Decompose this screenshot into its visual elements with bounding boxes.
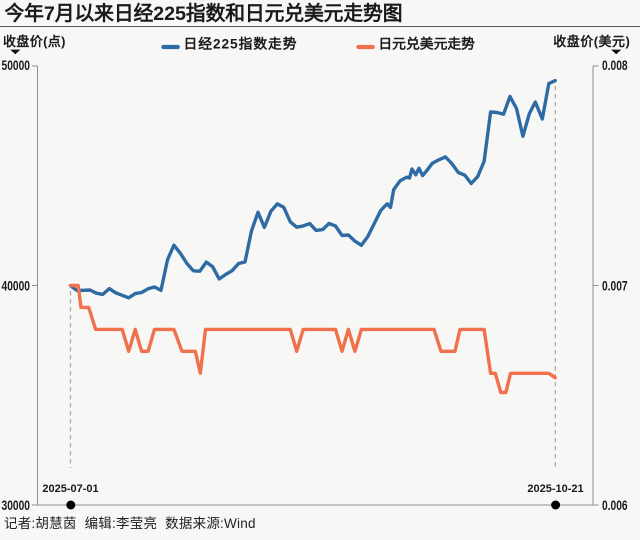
svg-text:收盘价(点): 收盘价(点) — [3, 34, 66, 49]
svg-text:0.006: 0.006 — [602, 497, 628, 513]
svg-text:今年7月以来日经225指数和日元兑美元走势图: 今年7月以来日经225指数和日元兑美元走势图 — [4, 2, 403, 25]
svg-text:记者:胡慧茵 编辑:李莹亮 数据来源:Wind: 记者:胡慧茵 编辑:李莹亮 数据来源:Wind — [4, 515, 256, 531]
svg-text:日经225指数走势: 日经225指数走势 — [184, 35, 297, 51]
svg-text:50000: 50000 — [2, 57, 31, 73]
svg-text:日元兑美元走势: 日元兑美元走势 — [378, 35, 475, 51]
svg-text:2025-10-21: 2025-10-21 — [527, 483, 583, 495]
svg-text:30000: 30000 — [2, 497, 31, 513]
svg-text:收盘价(美元): 收盘价(美元) — [553, 34, 630, 49]
svg-text:40000: 40000 — [2, 278, 31, 294]
svg-text:0.008: 0.008 — [602, 57, 628, 73]
svg-text:0.007: 0.007 — [602, 278, 628, 294]
svg-text:2025-07-01: 2025-07-01 — [42, 483, 98, 495]
